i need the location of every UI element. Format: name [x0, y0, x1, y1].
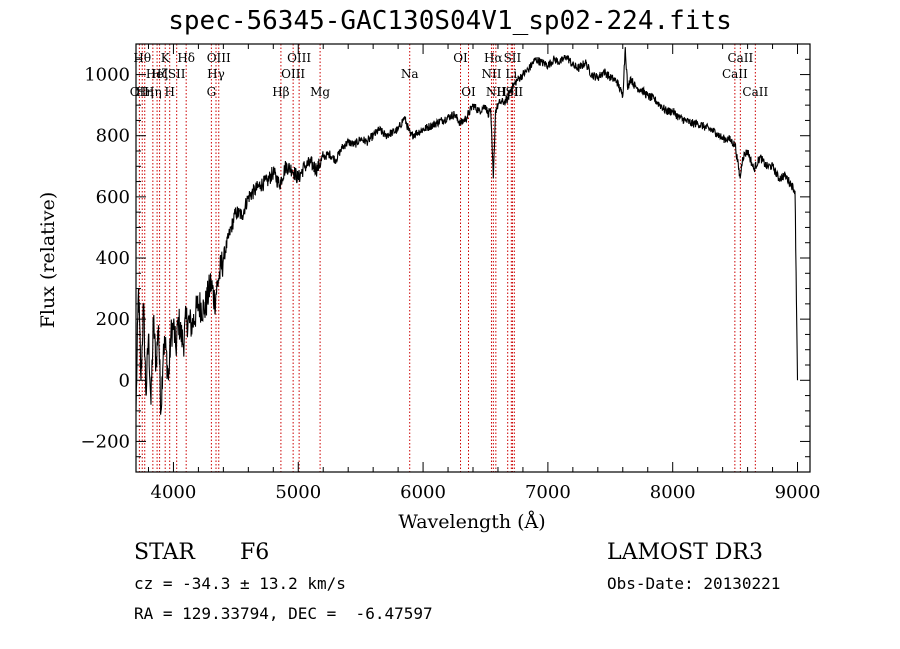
- chart-title: spec-56345-GAC130S04V1_sp02-224.fits: [168, 6, 732, 36]
- line-label-23: HeI: [497, 85, 520, 99]
- x-tick-label-5: 9000: [775, 482, 821, 503]
- x-tick-label-0: 4000: [151, 482, 197, 503]
- line-label-4: HeI: [146, 67, 169, 81]
- line-label-27: CaII: [722, 67, 748, 81]
- line-label-1: Hθ: [133, 51, 151, 65]
- x-axis-label: Wavelength (Å): [398, 511, 545, 533]
- line-label-7: H: [164, 85, 174, 99]
- line-label-28: CaII: [727, 51, 753, 65]
- line-label-6: K: [161, 51, 171, 65]
- line-label-12: OIII: [207, 51, 231, 65]
- y-tick-label-0: −200: [81, 431, 130, 452]
- line-label-15: OIII: [287, 51, 311, 65]
- line-label-26: SII: [505, 85, 523, 99]
- y-axis-label: Flux (relative): [37, 192, 59, 329]
- line-label-22: NII: [486, 85, 506, 99]
- survey-name: LAMOST DR3: [607, 540, 763, 565]
- y-tick-label-6: 1000: [84, 65, 130, 86]
- y-tick-label-2: 200: [96, 309, 130, 330]
- line-label-20: NII: [481, 67, 501, 81]
- line-label-18: OI: [453, 51, 468, 65]
- y-tick-label-3: 400: [96, 248, 130, 269]
- object-subclass: F6: [240, 540, 270, 565]
- x-tick-label-1: 5000: [275, 482, 321, 503]
- x-tick-label-2: 6000: [400, 482, 446, 503]
- line-label-9: Hδ: [177, 51, 195, 65]
- plot-frame: [135, 43, 811, 473]
- line-label-16: Mg: [310, 85, 330, 99]
- line-label-21: Hα: [484, 51, 503, 65]
- line-label-17: Na: [401, 67, 419, 81]
- axis-ticks: 4000 5000 6000 7000 8000 9000 −200 0 200 400 600 80…: [81, 44, 821, 503]
- line-label-19: OI: [461, 85, 476, 99]
- y-tick-label-5: 800: [96, 126, 130, 147]
- line-label-0: OII: [130, 85, 150, 99]
- line-label-3: Hη: [144, 85, 162, 99]
- line-label-11: Hγ: [207, 67, 225, 81]
- line-label-8: SII: [168, 67, 186, 81]
- x-tick-label-3: 7000: [525, 482, 571, 503]
- line-label-10: G: [207, 85, 217, 99]
- line-label-29: CaII: [742, 85, 768, 99]
- y-tick-label-1: 0: [119, 370, 130, 391]
- object-class: STAR: [134, 540, 195, 565]
- line-labels: OIIHθHηHηHeIHζKHSIIHδGHγOIIIHβOIIIOIIIMg…: [130, 51, 769, 99]
- line-label-24: SII: [504, 51, 522, 65]
- line-label-14: OIII: [281, 67, 305, 81]
- line-label-2: Hη: [136, 85, 154, 99]
- redshift-text: cz = -34.3 ± 13.2 km/s: [134, 574, 346, 593]
- line-label-5: Hζ: [151, 67, 168, 81]
- y-tick-label-4: 600: [96, 187, 130, 208]
- spectrum-line: [135, 47, 799, 415]
- coordinates-text: RA = 129.33794, DEC = -6.47597: [134, 604, 433, 623]
- line-markers: [138, 44, 756, 472]
- line-label-25: Li: [505, 67, 517, 81]
- obs-date-text: Obs-Date: 20130221: [607, 574, 781, 593]
- line-label-13: Hβ: [272, 85, 289, 99]
- x-tick-label-4: 8000: [650, 482, 696, 503]
